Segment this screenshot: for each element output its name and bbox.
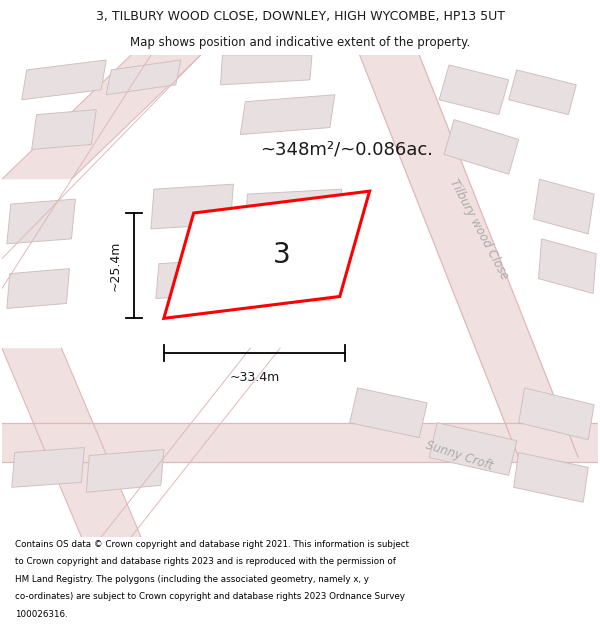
Polygon shape xyxy=(7,269,70,308)
Polygon shape xyxy=(518,388,594,439)
Text: co-ordinates) are subject to Crown copyright and database rights 2023 Ordnance S: co-ordinates) are subject to Crown copyr… xyxy=(15,592,405,601)
Polygon shape xyxy=(350,388,427,438)
Text: 100026316.: 100026316. xyxy=(15,610,68,619)
Polygon shape xyxy=(220,55,312,85)
Polygon shape xyxy=(32,109,96,149)
Polygon shape xyxy=(151,184,233,229)
Polygon shape xyxy=(2,55,200,179)
Polygon shape xyxy=(245,267,332,304)
Text: to Crown copyright and database rights 2023 and is reproduced with the permissio: to Crown copyright and database rights 2… xyxy=(15,558,396,566)
Polygon shape xyxy=(241,95,335,134)
Text: 3: 3 xyxy=(273,241,290,269)
Polygon shape xyxy=(359,55,578,458)
Polygon shape xyxy=(86,449,164,493)
Polygon shape xyxy=(7,199,76,244)
Text: ~33.4m: ~33.4m xyxy=(229,371,280,384)
Polygon shape xyxy=(539,239,596,294)
Polygon shape xyxy=(2,348,141,537)
Polygon shape xyxy=(509,70,576,114)
Polygon shape xyxy=(514,452,588,503)
Polygon shape xyxy=(429,422,517,476)
Text: Sunny Croft: Sunny Croft xyxy=(424,439,494,472)
Text: ~25.4m: ~25.4m xyxy=(109,241,122,291)
Polygon shape xyxy=(164,191,370,318)
Text: Map shows position and indicative extent of the property.: Map shows position and indicative extent… xyxy=(130,36,470,49)
Polygon shape xyxy=(2,422,598,462)
Polygon shape xyxy=(245,189,342,234)
Text: ~348m²/~0.086ac.: ~348m²/~0.086ac. xyxy=(260,141,433,158)
Text: Tilbury wood Close: Tilbury wood Close xyxy=(447,176,511,281)
Text: HM Land Registry. The polygons (including the associated geometry, namely x, y: HM Land Registry. The polygons (includin… xyxy=(15,575,369,584)
Polygon shape xyxy=(439,65,509,114)
Polygon shape xyxy=(12,448,85,488)
Polygon shape xyxy=(533,179,594,234)
Polygon shape xyxy=(22,60,106,100)
Polygon shape xyxy=(444,119,518,174)
Polygon shape xyxy=(106,60,181,95)
Text: 3, TILBURY WOOD CLOSE, DOWNLEY, HIGH WYCOMBE, HP13 5UT: 3, TILBURY WOOD CLOSE, DOWNLEY, HIGH WYC… xyxy=(95,10,505,23)
Polygon shape xyxy=(156,259,238,299)
Text: Contains OS data © Crown copyright and database right 2021. This information is : Contains OS data © Crown copyright and d… xyxy=(15,539,409,549)
